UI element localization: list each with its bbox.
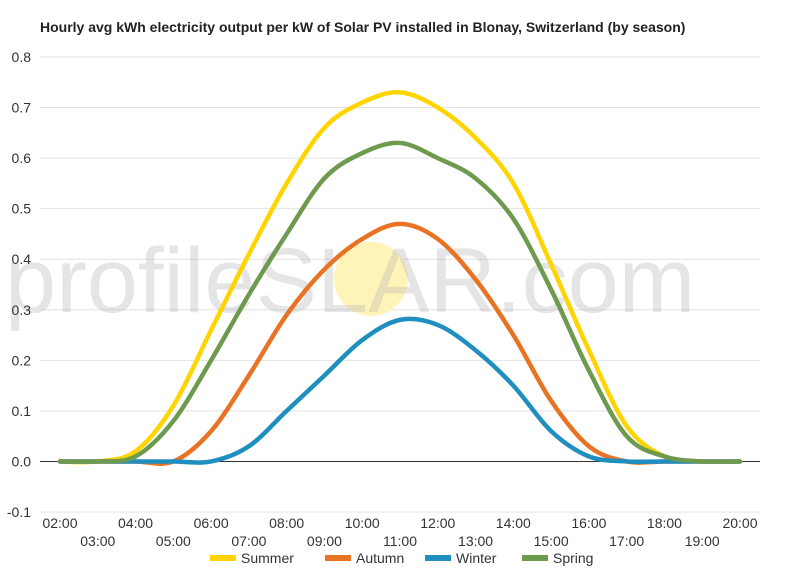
series-line-spring (57, 140, 743, 465)
y-tick-label: 0.2 (12, 352, 32, 368)
y-tick-label: 0.1 (12, 403, 32, 419)
y-tick-label: 0.4 (12, 251, 32, 267)
x-tick-label: 06:00 (194, 515, 229, 531)
x-tick-label: 10:00 (345, 515, 380, 531)
legend-swatch-autumn (325, 555, 351, 561)
watermark-sun-icon (334, 242, 408, 316)
series-line-winter (57, 316, 743, 465)
legend-swatch-summer (210, 555, 236, 561)
series-line-summer (57, 90, 743, 465)
x-tick-label: 07:00 (231, 533, 266, 549)
legend-label-spring: Spring (553, 550, 593, 566)
x-tick-label: 09:00 (307, 533, 342, 549)
legend-swatch-winter (425, 555, 451, 561)
x-tick-label: 04:00 (118, 515, 153, 531)
legend-label-autumn: Autumn (356, 550, 404, 566)
x-tick-label: 05:00 (156, 533, 191, 549)
y-axis-ticks: -0.1 0.0 0.1 0.2 0.3 0.4 0.5 0.6 0.7 0.8 (7, 49, 31, 520)
legend-swatch-spring (522, 555, 548, 561)
x-tick-label: 02:00 (42, 515, 77, 531)
x-tick-label: 17:00 (609, 533, 644, 549)
legend-label-winter: Winter (456, 550, 497, 566)
x-tick-label: 08:00 (269, 515, 304, 531)
x-tick-label: 11:00 (383, 533, 417, 549)
x-tick-label: 16:00 (571, 515, 606, 531)
x-tick-label: 13:00 (458, 533, 493, 549)
legend-label-summer: Summer (241, 550, 294, 566)
y-tick-label: 0.6 (12, 150, 32, 166)
y-tick-label: 0.5 (12, 201, 32, 217)
y-tick-label: 0.3 (12, 302, 32, 318)
x-tick-label: 15:00 (534, 533, 569, 549)
x-tick-label: 14:00 (496, 515, 531, 531)
y-tick-label: -0.1 (7, 504, 31, 520)
x-tick-label: 12:00 (420, 515, 455, 531)
x-tick-label: 03:00 (80, 533, 115, 549)
watermark-text: profileSLAR.com (5, 230, 695, 332)
y-tick-label: 0.7 (12, 100, 32, 116)
x-tick-label: 19:00 (685, 533, 720, 549)
x-axis-ticks: 02:0003:0004:0005:0006:0007:0008:0009:00… (42, 515, 757, 549)
y-tick-label: 0.0 (12, 453, 32, 469)
x-tick-label: 20:00 (722, 515, 757, 531)
legend: Summer Autumn Winter Spring (210, 550, 593, 566)
watermark-text-part1: profile (5, 230, 256, 332)
x-tick-label: 18:00 (647, 515, 682, 531)
y-tick-label: 0.8 (12, 49, 32, 65)
chart-title: Hourly avg kWh electricity output per kW… (40, 19, 686, 35)
watermark-text-part3: LAR.com (317, 230, 695, 332)
series-lines (57, 90, 743, 466)
watermark: profileSLAR.com (5, 230, 695, 332)
grid-lines (40, 56, 760, 513)
